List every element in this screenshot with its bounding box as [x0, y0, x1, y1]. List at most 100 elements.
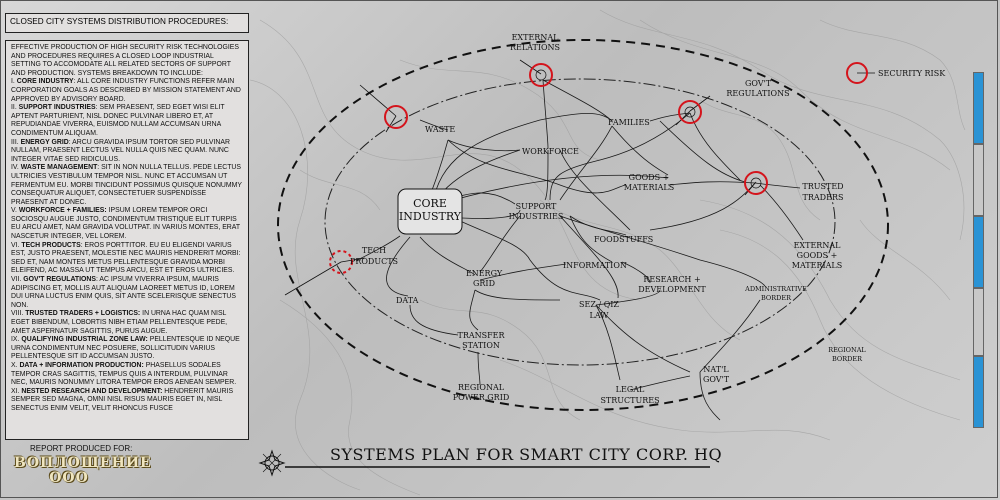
- tech-products-label-1: TECH: [362, 246, 386, 255]
- report-section-title: TECH PRODUCTS: [21, 241, 81, 249]
- security-risk-circle-icon: [744, 171, 768, 195]
- report-intro: EFFECTIVE PRODUCTION OF HIGH SECURITY RI…: [11, 44, 239, 77]
- plan-title: SYSTEMS PLAN FOR SMART CITY CORP. HQ: [330, 445, 723, 464]
- report-section-title: QUALIFYING INDUSTRIAL ZONE LAW:: [21, 336, 148, 344]
- security-risk-circle-icon: [384, 105, 408, 129]
- report-section: I. CORE INDUSTRY: ALL CORE INDUSTRY FUNC…: [11, 78, 243, 104]
- energy-grid-label-1: ENERGY: [466, 269, 503, 278]
- administrative-border-label-2: BORDER: [761, 294, 792, 302]
- report-section-number: V.: [11, 207, 17, 215]
- security-risk-label: SECURITY RISK: [878, 69, 946, 78]
- report-section-body: IPSUM LOREM TEMPOR ORCI SOCIOSQU AUGUE J…: [11, 207, 240, 241]
- energy-grid-label-2: GRID: [473, 279, 495, 288]
- legal-structures-label-1: LEGAL: [616, 385, 645, 394]
- report-section: X. DATA + INFORMATION PRODUCTION: PHASEL…: [11, 362, 243, 388]
- goods-materials-label-2: MATERIALS: [624, 183, 674, 192]
- administrative-border-label-1: ADMINISTRATIVE: [744, 285, 807, 293]
- sez-law-label-1: SEZ / QIZ: [579, 300, 619, 309]
- report-section-title: DATA + INFORMATION PRODUCTION:: [19, 361, 144, 369]
- sidebar-segment-4[interactable]: [973, 288, 984, 356]
- external-relations-label-2: RELATIONS: [510, 43, 560, 52]
- goods-materials-label-1: GOODS +: [629, 173, 670, 182]
- report-section-body: HENDRERIT MAURIS SEMPER SED MAGNA, OMNI …: [11, 387, 234, 412]
- risk-marker-crosshairs: [535, 69, 762, 189]
- transfer-station-label-2: STATION: [462, 341, 500, 350]
- support-industries-label-2: INDUSTRIES: [509, 212, 564, 221]
- report-section-body: : EROS PORTTITOR. EU EU ELIGENDI VARIUS …: [11, 241, 241, 275]
- report-section-number: XI.: [11, 387, 20, 395]
- report-section-number: VII.: [11, 276, 22, 284]
- trusted-traders-label-2: TRADERS: [803, 193, 844, 202]
- regional-border-ellipse: [277, 39, 889, 411]
- report-section-title: ENERGY GRID: [20, 138, 69, 146]
- regional-power-grid-label-1: REGIONAL: [458, 383, 505, 392]
- regional-border-label-1: REGIONAL: [828, 346, 866, 354]
- workforce-label: WORKFORCE: [522, 147, 579, 156]
- node-labels: EXTERNAL RELATIONS GOV'T REGULATIONS SEC…: [350, 33, 946, 405]
- report-section-body: PELLENTESQUE ID NEQUE URNA CONDIMENTUM N…: [11, 336, 240, 361]
- compass-rose-icon: [258, 449, 286, 477]
- report-section: VI. TECH PRODUCTS: EROS PORTTITOR. EU EU…: [11, 242, 243, 276]
- report-section-body: PHASELLUS SODALES TEMPOR CRAS SAGITTIS, …: [11, 361, 237, 387]
- tech-products-label-2: PRODUCTS: [350, 257, 398, 266]
- sez-law-label-2: LAW: [590, 311, 610, 320]
- regional-border-label-2: BORDER: [832, 355, 863, 363]
- report-section: III. ENERGY GRID: ARCU GRAVIDA IPSUM TOR…: [11, 139, 243, 165]
- external-relations-label-1: EXTERNAL: [512, 33, 560, 42]
- sidebar-segment-2[interactable]: [973, 144, 984, 216]
- sidebar-segment-1[interactable]: [973, 72, 984, 144]
- sidebar-segment-5[interactable]: [973, 356, 984, 428]
- report-section-title: TRUSTED TRADERS + LOGISTICS:: [25, 310, 141, 318]
- legal-structures-label-2: STRUCTURES: [600, 396, 659, 405]
- report-section-number: VI.: [11, 241, 20, 249]
- families-label: FAMILIES: [608, 118, 650, 127]
- research-label-1: RESEARCH +: [643, 275, 700, 284]
- report-section: VIII. TRUSTED TRADERS + LOGISTICS: IN UR…: [11, 310, 243, 336]
- core-industry-label-2: INDUSTRY: [399, 210, 462, 223]
- natl-govt-label-1: NAT'L: [703, 365, 729, 374]
- report-section: IX. QUALIFYING INDUSTRIAL ZONE LAW: PELL…: [11, 336, 243, 362]
- regional-power-grid-label-2: POWER GRID: [453, 393, 510, 402]
- security-risk-pending-icon: [329, 250, 353, 274]
- report-section: VII. GOV'T REGULATIONS: AC IPSUM VIVERRA…: [11, 276, 243, 310]
- report-section-number: VIII.: [11, 310, 24, 318]
- govt-regulations-label-2: REGULATIONS: [726, 89, 789, 98]
- research-label-2: DEVELOPMENT: [638, 285, 706, 294]
- risk-markers: [329, 62, 868, 274]
- logo-line-1: ВОПЛОЩЕНИЕ: [14, 455, 152, 471]
- report-section-number: I.: [11, 78, 15, 86]
- company-logo: ВОПЛОЩЕНИЕ ООО: [14, 456, 164, 486]
- external-goods-label-3: MATERIALS: [792, 261, 842, 270]
- natl-govt-label-2: GOV'T: [703, 375, 730, 384]
- report-section-body: : ALL CORE INDUSTRY FUNCTIONS REFER MAIN…: [11, 78, 241, 103]
- report-section-body: : ARCU GRAVIDA IPSUM TORTOR SED PULVINAR…: [11, 138, 230, 163]
- security-risk-circle-icon: [846, 62, 868, 84]
- report-section-title: WASTE MANAGEMENT: [20, 164, 98, 172]
- foodstuffs-label: FOODSTUFFS: [594, 235, 653, 244]
- report-section-title: NESTED RESEARCH AND DEVELOPMENT:: [21, 387, 163, 395]
- core-industry-label-1: CORE: [413, 197, 447, 210]
- report-section-number: X.: [11, 361, 18, 369]
- document-title: CLOSED CITY SYSTEMS DISTRIBUTION PROCEDU…: [5, 13, 249, 33]
- report-section-number: II.: [11, 104, 17, 112]
- data-label: DATA: [396, 296, 419, 305]
- produced-for-label: REPORT PRODUCED FOR:: [30, 444, 133, 453]
- report-section-body: : AC IPSUM VIVERRA IPSUM, MAURIS ADIPISC…: [11, 276, 237, 309]
- security-risk-circle-icon: [529, 63, 553, 87]
- topographic-contours: [249, 9, 966, 496]
- report-section-body: IN URNA HAC QUAM NISL EGET BIBENDUM, LOB…: [11, 310, 228, 335]
- sidebar-segment-3[interactable]: [973, 216, 984, 288]
- report-section-title: WORKFORCE + FAMILIES:: [18, 207, 107, 215]
- waste-label: WASTE: [425, 125, 455, 134]
- logo-line-2: ООО: [49, 470, 89, 486]
- report-sections: I. CORE INDUSTRY: ALL CORE INDUSTRY FUNC…: [11, 78, 243, 413]
- trusted-traders-label-1: TRUSTED: [802, 182, 843, 191]
- transfer-station-label-1: TRANSFER: [457, 331, 505, 340]
- report-section: II. SUPPORT INDUSTRIES: SEM PRAESENT, SE…: [11, 104, 243, 138]
- govt-regulations-label-1: GOV'T: [745, 79, 772, 88]
- connector-lines: [355, 79, 804, 421]
- information-label: INFORMATION: [563, 261, 627, 270]
